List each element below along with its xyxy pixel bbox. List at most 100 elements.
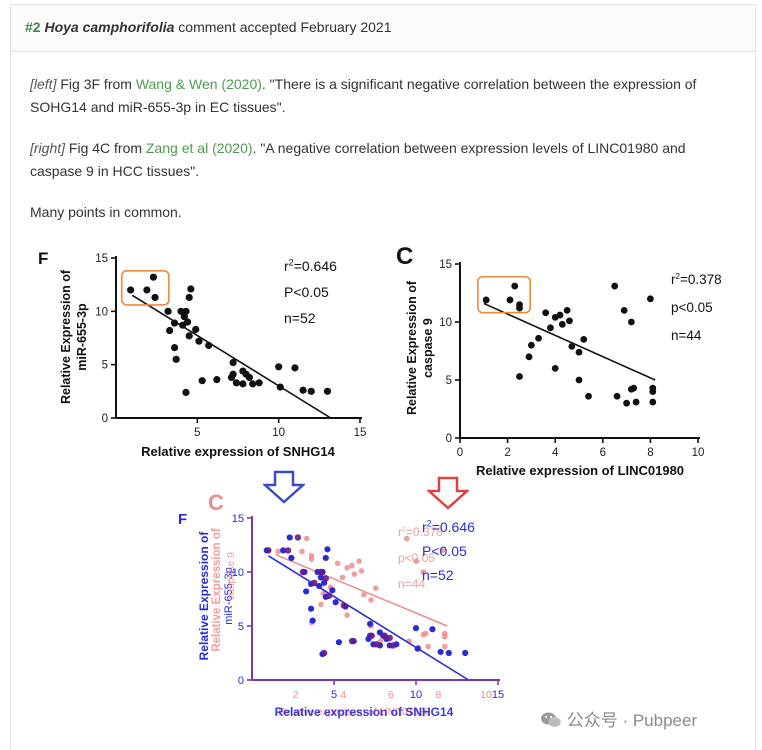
- scatter-point: [611, 282, 619, 290]
- overlay-point-right: [413, 558, 420, 564]
- overlay-point-common: [299, 568, 307, 576]
- y-tick-label: 10: [439, 317, 452, 329]
- scatter-point: [127, 286, 135, 294]
- scatter-point: [239, 380, 247, 388]
- scatter-point: [213, 376, 221, 384]
- arrow-down-right: [427, 476, 469, 510]
- scatter-point: [185, 293, 193, 302]
- stat-label: p<0.05: [398, 551, 435, 565]
- overlay-point-right: [356, 558, 362, 564]
- trend-line: [483, 302, 656, 381]
- scatter-point: [558, 320, 566, 328]
- overlay-y-label-left-inner: miR-655-3p: [223, 567, 235, 624]
- scatter-point: [192, 325, 200, 334]
- scatter-point: [630, 384, 638, 392]
- scatter-point: [516, 373, 523, 380]
- paragraph-left: [left] Fig 3F from Wang & Wen (2020). "T…: [30, 73, 740, 119]
- scatter-point: [229, 358, 237, 367]
- x-tick-label: 8: [647, 447, 653, 459]
- scatter-point: [563, 307, 571, 314]
- stat-label: n=44: [398, 577, 425, 591]
- overlay-point-common: [311, 579, 318, 586]
- overlay-point-right: [422, 630, 429, 637]
- scatter-point: [275, 363, 283, 371]
- chart-right-fig4c: C Relative Expression of caspase 9 Relat…: [396, 243, 722, 478]
- scatter-point: [149, 273, 158, 281]
- scatter-point: [575, 376, 583, 384]
- watermark: 公众号 · Pubpeer: [540, 706, 697, 731]
- y-tick-label: 15: [95, 253, 108, 265]
- chart-left-fig3f: F Relative Expression of miR-655-3p Rela…: [38, 249, 366, 459]
- x-tick-label: 4: [552, 447, 559, 459]
- y-axis-label-inner: caspase 9: [421, 318, 435, 378]
- x-tick-label: 0: [457, 447, 463, 459]
- y-tick-label: 5: [102, 360, 108, 372]
- scatter-point: [332, 599, 339, 606]
- overlay-point-right: [368, 597, 374, 603]
- overlay-y-label-right-inner: caspase 9: [225, 552, 237, 600]
- scatter-point: [511, 282, 519, 290]
- overlay-point-right: [339, 574, 346, 581]
- scatter-point: [182, 388, 190, 396]
- arrow-down-left: [263, 470, 305, 504]
- scatter-point: [172, 355, 180, 363]
- comment-number-link[interactable]: #2: [25, 19, 41, 35]
- scatter-point: [335, 639, 343, 646]
- overlay-point-right: [441, 634, 448, 640]
- scatter-point: [280, 547, 287, 554]
- overlay-point-right: [334, 560, 341, 567]
- x-tick-label: 6: [600, 447, 606, 459]
- species-name: Hoya camphorifolia: [44, 19, 175, 35]
- x-tick-label: 10: [692, 447, 705, 459]
- scatter-point: [232, 379, 240, 387]
- overlay-point-right: [425, 643, 431, 650]
- wang-wen-link[interactable]: Wang & Wen (2020): [135, 76, 262, 92]
- scatter-point: [649, 398, 657, 406]
- overlay-point-right: [361, 591, 367, 598]
- scatter-point: [151, 293, 159, 302]
- trend-line: [131, 294, 332, 419]
- stat-label: p<0.05: [671, 300, 713, 315]
- scatter-point: [187, 285, 195, 293]
- scatter-point: [303, 588, 310, 595]
- scatter-point: [324, 546, 331, 553]
- y-tick-label: 10: [95, 306, 108, 318]
- stat-label: n=44: [671, 328, 702, 343]
- scatter-point: [286, 534, 293, 541]
- stat-label: r2=0.378: [398, 525, 443, 539]
- scatter-point: [288, 554, 295, 562]
- paragraph-text: . "A negative correlation between expres…: [30, 140, 686, 179]
- scatter-point: [585, 392, 592, 400]
- stat-label: n=52: [284, 310, 316, 326]
- panel-label: C: [396, 243, 413, 270]
- overlay-point-right: [441, 643, 448, 650]
- overlay-point-right: [420, 569, 427, 575]
- overlay-point-right: [358, 568, 365, 574]
- paragraph-text: Fig 3F from: [56, 76, 136, 92]
- y-axis-label-outer: Relative Expression of: [405, 280, 419, 415]
- y-tick-label: 5: [238, 621, 244, 633]
- chart-overlay: C F Relative Expression of Relative Expr…: [178, 490, 504, 719]
- scatter-point: [647, 295, 654, 303]
- x-tick-label: 15: [492, 689, 504, 701]
- overlay-x-label-left: Relative expression of SNHG14: [275, 705, 454, 719]
- stat-label: P<0.05: [284, 284, 329, 300]
- scatter-point: [620, 307, 628, 314]
- overlay-point-common: [294, 534, 302, 541]
- right-tag: [right]: [30, 140, 66, 156]
- scatter-point: [506, 296, 514, 304]
- overlay-trend-right: [275, 554, 448, 627]
- stat-label: P<0.05: [422, 543, 467, 559]
- scatter-point: [632, 398, 640, 406]
- overlay-point-right: [372, 585, 379, 591]
- scatter-point: [317, 574, 324, 581]
- scatter-point: [542, 309, 550, 317]
- zang-et-al-link[interactable]: Zang et al (2020): [145, 140, 253, 156]
- scatter-point: [429, 626, 436, 633]
- scatter-point: [183, 318, 192, 326]
- left-tag: [left]: [30, 76, 57, 92]
- scatter-point: [551, 365, 559, 372]
- overlay-panel-label-left: F: [178, 511, 187, 528]
- scatter-point: [445, 649, 452, 657]
- trend-line: [267, 555, 469, 681]
